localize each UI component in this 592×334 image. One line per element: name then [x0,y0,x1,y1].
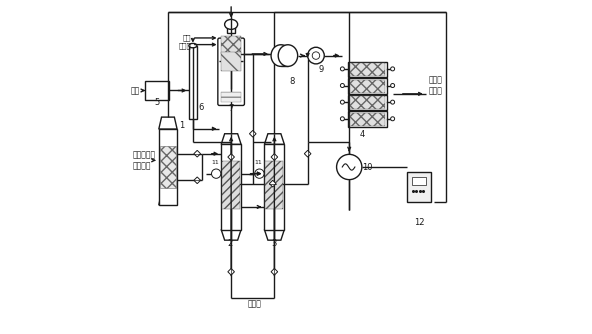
Bar [350,79,385,93]
Ellipse shape [224,19,237,29]
Polygon shape [221,134,241,144]
Bar [221,144,241,229]
Bar [281,45,288,66]
Bar [221,36,242,54]
Text: 冷却水: 冷却水 [247,300,261,309]
Polygon shape [271,154,278,160]
Bar [350,113,385,126]
Text: 排入火
炬系统: 排入火 炬系统 [429,76,443,95]
Text: 1: 1 [179,121,184,130]
FancyBboxPatch shape [218,38,244,106]
Circle shape [340,100,345,104]
Polygon shape [265,229,284,240]
Bar [221,52,242,70]
Circle shape [391,100,395,104]
Polygon shape [221,229,241,240]
Circle shape [255,169,264,178]
Circle shape [391,67,395,71]
Bar [265,161,284,209]
Text: 3: 3 [271,238,276,247]
Bar [265,144,284,229]
Polygon shape [194,150,201,157]
Text: 10: 10 [362,163,373,172]
Text: 低温甲醇洗
工艺尾气: 低温甲醇洗 工艺尾气 [133,151,156,170]
Ellipse shape [278,45,298,66]
Text: 6: 6 [198,103,203,112]
Bar [350,63,385,76]
Text: 5: 5 [155,98,160,107]
Text: 空气: 空气 [131,86,140,95]
Circle shape [340,84,345,88]
Text: 11: 11 [211,160,219,165]
Circle shape [340,67,345,71]
Polygon shape [269,180,276,187]
Text: 7: 7 [229,104,234,113]
Polygon shape [249,130,256,137]
Text: 9: 9 [318,64,324,73]
Polygon shape [304,150,311,157]
Text: 2: 2 [228,238,233,247]
Polygon shape [228,269,234,275]
Bar [407,172,431,202]
Text: 12: 12 [414,217,424,226]
Text: 4: 4 [359,130,365,139]
Text: 硫酸: 硫酸 [183,35,191,41]
Circle shape [337,154,362,180]
Bar [348,61,387,77]
Bar [160,146,176,188]
Bar [159,129,177,205]
Bar [348,78,387,94]
Circle shape [340,117,345,121]
Polygon shape [194,177,201,184]
Text: 11: 11 [255,160,262,165]
Ellipse shape [189,43,197,48]
Polygon shape [265,134,284,144]
Circle shape [308,47,324,64]
Bar [412,177,426,185]
Bar [221,92,242,102]
Bar [348,95,387,111]
Bar [189,46,197,119]
Bar [222,161,240,209]
Bar [350,96,385,110]
Circle shape [391,84,395,88]
Polygon shape [159,117,177,129]
Polygon shape [271,269,278,275]
Circle shape [391,117,395,121]
Bar [348,112,387,127]
Polygon shape [228,154,234,160]
Circle shape [312,52,320,59]
Text: 自来水: 自来水 [178,42,191,49]
Bar [145,80,169,101]
Text: 8: 8 [289,77,295,86]
Bar [227,21,235,33]
Circle shape [211,169,221,178]
Polygon shape [159,193,177,205]
Ellipse shape [271,45,291,66]
